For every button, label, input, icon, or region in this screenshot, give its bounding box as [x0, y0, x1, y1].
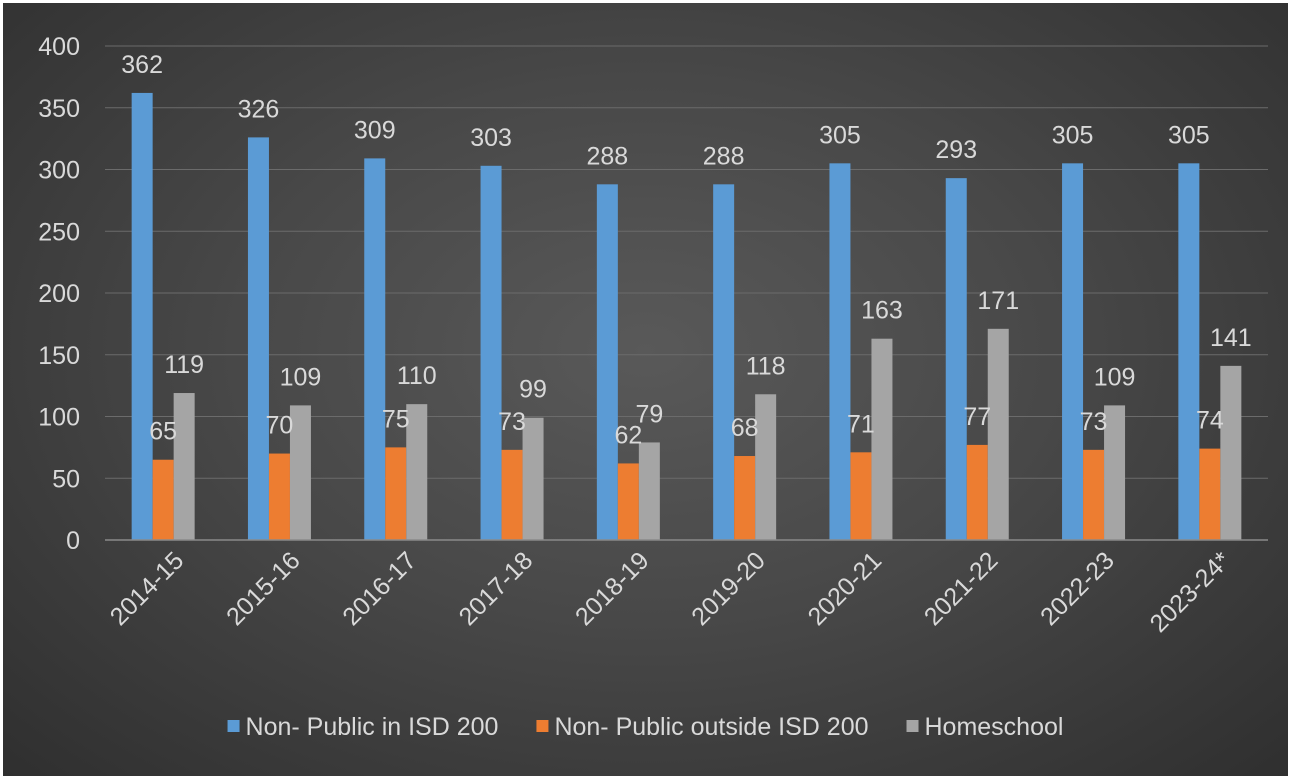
data-label: 74 [1196, 407, 1224, 435]
bar-homeschool [289, 405, 311, 540]
x-axis: 2014-15 2015-16 2016-17 2017-18 2018-19 2019-… [105, 546, 1237, 638]
data-label: 141 [1210, 324, 1252, 352]
bars [131, 92, 1242, 541]
data-label: 119 [164, 351, 204, 379]
y-tick-label: 50 [52, 465, 80, 493]
bar-in-isd [364, 158, 386, 540]
x-tick-label: 2022-23 [1035, 546, 1120, 631]
data-label: 73 [498, 408, 526, 436]
bar-outside-isd [385, 447, 407, 540]
bar-in-isd [596, 184, 618, 540]
data-label: 109 [1094, 363, 1136, 391]
data-label: 163 [861, 297, 903, 325]
data-label: 73 [1080, 408, 1108, 436]
data-label: 305 [819, 121, 861, 149]
bar-in-isd [945, 178, 967, 540]
x-tick-label: 2018-19 [570, 546, 655, 631]
y-tick-label: 0 [66, 527, 80, 555]
bar-outside-isd [152, 459, 174, 540]
bar-homeschool [638, 442, 660, 540]
legend-swatch [536, 720, 549, 732]
bar-outside-isd [1083, 449, 1105, 540]
legend-swatch [906, 720, 919, 732]
data-label: 110 [397, 362, 437, 390]
bar-homeschool [987, 328, 1009, 540]
data-label: 293 [935, 136, 977, 164]
bar-homeschool [173, 393, 195, 540]
bar-in-isd [713, 184, 735, 540]
legend-swatch [227, 720, 240, 732]
bar-outside-isd [268, 453, 290, 540]
data-label: 71 [847, 410, 875, 438]
bar-in-isd [829, 163, 851, 540]
data-label: 362 [121, 51, 163, 79]
legend-label: Homeschool [925, 713, 1064, 741]
y-tick-label: 400 [38, 33, 80, 61]
legend-label: Non- Public in ISD 200 [246, 713, 499, 741]
legend-item: Non- Public outside ISD 200 [536, 713, 869, 741]
legend-item: Non- Public in ISD 200 [227, 713, 499, 741]
data-label: 288 [586, 142, 628, 170]
data-label: 305 [1168, 121, 1210, 149]
x-tick-label: 2021-22 [919, 546, 1004, 631]
x-tick-label: 2017-18 [454, 546, 539, 631]
legend-label: Non- Public outside ISD 200 [554, 713, 868, 741]
bar-in-isd [131, 92, 153, 541]
data-label: 305 [1052, 121, 1094, 149]
data-label: 99 [519, 376, 547, 404]
bar-in-isd [1178, 163, 1200, 540]
bar-homeschool [406, 404, 428, 540]
data-label: 65 [149, 418, 177, 446]
bar-in-isd [247, 137, 269, 540]
x-tick-label: 2019-20 [686, 546, 771, 631]
x-tick-label: 2015-16 [221, 546, 306, 631]
data-label: 77 [963, 403, 991, 431]
bar-in-isd [480, 165, 502, 541]
y-tick-label: 100 [38, 404, 80, 432]
x-tick-label: 2020-21 [803, 546, 888, 631]
bar-outside-isd [617, 463, 639, 540]
y-tick-label: 250 [38, 218, 80, 246]
data-label: 326 [238, 95, 280, 123]
y-tick-label: 150 [38, 342, 80, 370]
x-tick-label: 2014-15 [105, 546, 190, 631]
bar-homeschool [1104, 405, 1126, 540]
data-label: 79 [635, 400, 663, 428]
bar-homeschool [522, 417, 544, 540]
data-label: 62 [614, 421, 642, 449]
x-tick-label: 2023-24* [1145, 546, 1237, 638]
bar-outside-isd [966, 444, 988, 540]
data-label: 118 [746, 352, 786, 380]
bar-outside-isd [1199, 448, 1221, 540]
data-label: 288 [703, 142, 745, 170]
legend: Non- Public in ISD 200 Non- Public outsid… [227, 713, 1064, 741]
y-tick-label: 350 [38, 95, 80, 123]
data-label: 68 [731, 414, 759, 442]
y-tick-label: 200 [38, 280, 80, 308]
bar-homeschool [871, 338, 893, 540]
x-tick-label: 2016-17 [337, 546, 422, 631]
y-tick-label: 300 [38, 157, 80, 185]
legend-item: Homeschool [906, 713, 1064, 741]
data-label: 303 [470, 124, 512, 152]
bar-outside-isd [850, 452, 872, 540]
data-label: 309 [354, 116, 396, 144]
bar-outside-isd [501, 449, 523, 540]
bar-outside-isd [734, 456, 756, 540]
y-axis: 0 50 100 150 200 250 300 350 400 [38, 33, 80, 555]
bar-homeschool [1220, 365, 1242, 540]
data-label: 75 [382, 405, 410, 433]
bar-homeschool [755, 394, 777, 540]
data-label: 70 [266, 412, 294, 440]
data-label: 109 [280, 363, 322, 391]
bar-in-isd [1062, 163, 1084, 540]
data-label: 171 [977, 287, 1019, 315]
